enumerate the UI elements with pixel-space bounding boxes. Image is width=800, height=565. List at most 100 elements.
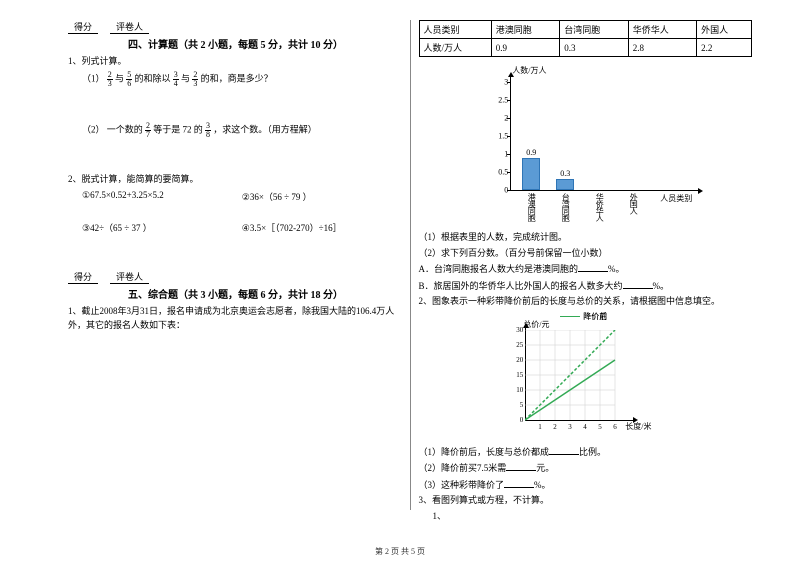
- th-hk: 港澳同胞: [491, 21, 559, 39]
- chart2-svg: [525, 330, 625, 421]
- s5-q3-1: 1、: [433, 510, 753, 524]
- y2-tick-label: 20: [516, 356, 523, 364]
- td-v4: 2.2: [697, 39, 752, 57]
- q1-2: （2） 一个数的 27 等于是 72 的 38 ，求这个数。（用方程解）: [82, 122, 402, 139]
- x-tick-label: 台湾同胞: [560, 193, 571, 221]
- blank-a: [578, 262, 608, 272]
- page-footer: 第 2 页 共 5 页: [0, 546, 800, 557]
- score-box-2: 得分 评卷人: [68, 270, 402, 284]
- y-arrow-icon: [508, 72, 514, 77]
- frac-2-7: 27: [145, 122, 151, 139]
- txt-yu: 与: [115, 73, 124, 83]
- section4-title: 四、计算题（共 2 小题，每题 5 分，共计 10 分）: [128, 36, 402, 51]
- y2-arrow-icon: [523, 323, 529, 328]
- th-foreign: 外国人: [697, 21, 752, 39]
- volunteer-table: 人员类别 港澳同胞 台湾同胞 华侨华人 外国人 人数/万人 0.9 0.3 2.…: [419, 20, 753, 57]
- blank-e: [504, 478, 534, 488]
- x2-tick-label: 6: [613, 423, 617, 431]
- x2-arrow-icon: [633, 417, 638, 423]
- y-tick: [507, 118, 511, 119]
- y-tick: [507, 190, 511, 191]
- x-arrow-icon: [698, 188, 703, 194]
- calc-b: ②36×（56 ÷ 79 ）: [242, 190, 402, 203]
- score-label: 得分: [68, 20, 98, 34]
- s5-q1: 1、截止2008年3月31日，报名申请成为北京奥运会志愿者，除我国大陆的106.…: [68, 305, 402, 332]
- worksheet-page: 得分 评卷人 四、计算题（共 2 小题，每题 5 分，共计 10 分） 1、列式…: [0, 0, 800, 520]
- sub-q1: （1）根据表里的人数，完成统计图。: [419, 231, 753, 245]
- line-chart: 降价前 降价后 总价/元 长度/米 051015202530123456: [495, 311, 675, 441]
- frac-2-3b: 23: [192, 71, 198, 88]
- bar-value-label: 0.9: [526, 148, 536, 157]
- frac-3-4: 34: [173, 71, 179, 88]
- x-tick-label: 外国人: [628, 193, 639, 214]
- q1-2-end: ，求这个数。（用方程解）: [213, 124, 317, 134]
- line-icon: [560, 316, 580, 317]
- td-v2: 0.3: [560, 39, 628, 57]
- grader-label: 评卷人: [110, 20, 149, 34]
- q1-1-mid2: 与: [181, 73, 190, 83]
- q1-2-pre: （2） 一个数的: [82, 124, 143, 134]
- y-tick: [507, 154, 511, 155]
- x2-tick-label: 2: [553, 423, 557, 431]
- sub-q2: （2）求下列百分数。（百分号前保留一位小数）: [419, 247, 753, 261]
- td-v1: 0.9: [491, 39, 559, 57]
- sub-qB: B．旅居国外的华侨华人比外国人的报名人数多大约%。: [419, 279, 753, 294]
- sub2-q1: （1）降价前后，长度与总价都成比例。: [419, 445, 753, 460]
- y2-tick-label: 15: [516, 371, 523, 379]
- th-category: 人员类别: [419, 21, 491, 39]
- left-column: 得分 评卷人 四、计算题（共 2 小题，每题 5 分，共计 10 分） 1、列式…: [60, 20, 411, 510]
- y-axis: [510, 75, 511, 191]
- blank-d: [506, 461, 536, 471]
- q1-1-mid1: 的和除以: [135, 73, 171, 83]
- blank-c: [549, 445, 579, 455]
- calc-d: ④3.5×［（702-270）÷16］: [242, 221, 402, 234]
- frac-5-6: 56: [126, 71, 132, 88]
- calc-a: ①67.5×0.52+3.25×5.2: [82, 190, 242, 203]
- th-overseas: 华侨华人: [628, 21, 696, 39]
- frac-2-3: 23: [107, 71, 113, 88]
- score-box: 得分 评卷人: [68, 20, 402, 34]
- s5-q2: 2、图象表示一种彩带降价前后的长度与总价的关系，请根据图中信息填空。: [419, 295, 753, 309]
- x2-title: 长度/米: [625, 421, 651, 432]
- td-label: 人数/万人: [419, 39, 491, 57]
- x-tick-label: 港澳同胞: [526, 193, 537, 221]
- y-tick: [507, 172, 511, 173]
- y2-tick-label: 25: [516, 341, 523, 349]
- sub2-q3: （3）这种彩带降价了%。: [419, 478, 753, 493]
- x2-tick-label: 3: [568, 423, 572, 431]
- td-v3: 2.8: [628, 39, 696, 57]
- x2-tick-label: 5: [598, 423, 602, 431]
- q2-label: 2、脱式计算，能简算的要简算。: [68, 173, 402, 187]
- q1-1-pre: （1）: [82, 73, 105, 83]
- bar-chart: 人数/万人 人员类别 00.511.522.53港澳同胞台湾同胞华侨华人外国人0…: [460, 65, 710, 225]
- q1-1-end: 的和，商是多少？: [201, 73, 273, 83]
- grader-label-2: 评卷人: [110, 270, 149, 284]
- calc-row-2: ③42÷（65 ÷ 37 ） ④3.5×［（702-270）÷16］: [82, 221, 402, 234]
- blank-b: [623, 279, 653, 289]
- frac-3-8: 38: [205, 122, 211, 139]
- sub2-q2: （2）降价前买7.5米需元。: [419, 461, 753, 476]
- y2-tick-label: 10: [516, 386, 523, 394]
- bar: [522, 158, 540, 190]
- calc-row-1: ①67.5×0.52+3.25×5.2 ②36×（56 ÷ 79 ）: [82, 190, 402, 203]
- x-axis-title: 人员类别: [660, 193, 692, 204]
- y-tick: [507, 82, 511, 83]
- sub-qA: A．台湾同胞报名人数大约是港澳同胞的%。: [419, 262, 753, 277]
- x2-tick-label: 4: [583, 423, 587, 431]
- q1-2-mid: 等于是 72 的: [153, 124, 203, 134]
- q1-1: （1） 23 与 56 的和除以 34 与 23 的和，商是多少？: [82, 71, 402, 88]
- s5-q3: 3、看图列算式或方程，不计算。: [419, 494, 753, 508]
- th-tw: 台湾同胞: [560, 21, 628, 39]
- y2-tick-label: 5: [520, 401, 524, 409]
- y-tick: [507, 100, 511, 101]
- bar-value-label: 0.3: [560, 169, 570, 178]
- calc-c: ③42÷（65 ÷ 37 ）: [82, 221, 242, 234]
- y-axis-title: 人数/万人: [512, 65, 546, 76]
- q1-label: 1、列式计算。: [68, 55, 402, 69]
- y2-tick-label: 0: [520, 416, 524, 424]
- y-tick: [507, 136, 511, 137]
- x2-tick-label: 1: [538, 423, 542, 431]
- right-column: 人员类别 港澳同胞 台湾同胞 华侨华人 外国人 人数/万人 0.9 0.3 2.…: [411, 20, 761, 510]
- x-tick-label: 华侨华人: [594, 193, 605, 221]
- table-header-row: 人员类别 港澳同胞 台湾同胞 华侨华人 外国人: [419, 21, 752, 39]
